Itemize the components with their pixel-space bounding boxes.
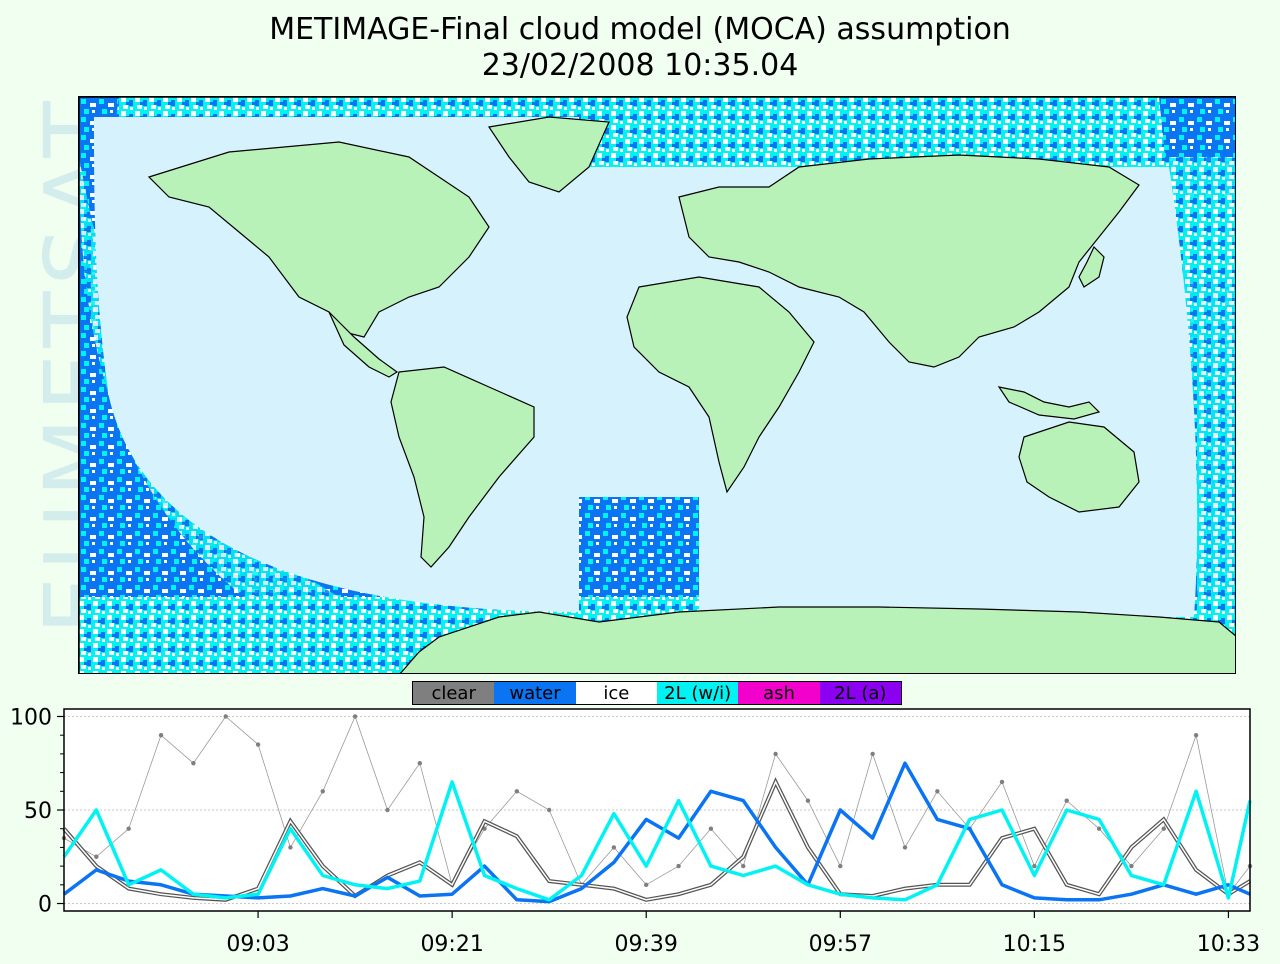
legend-water-label: water <box>509 682 561 704</box>
legend-2l-a-label: 2L (a) <box>834 682 887 704</box>
map-canvas <box>79 97 1235 673</box>
series-ice-point <box>676 863 681 869</box>
legend-ice-label: ice <box>603 682 630 704</box>
plot-frame <box>63 708 1251 912</box>
x-tick-label: 09:57 <box>809 932 872 957</box>
series-clear-line-core <box>63 780 1251 901</box>
y-tick-label: 0 <box>38 893 52 918</box>
legend-2l-wi: 2L (w/i) <box>656 682 739 704</box>
legend-2l-wi-label: 2L (w/i) <box>664 682 732 704</box>
series-ice-point <box>546 807 552 813</box>
series-ice-point <box>644 882 649 888</box>
x-tick-label: 09:03 <box>226 932 289 957</box>
series-ice-point <box>838 863 843 869</box>
legend-ash-label: ash <box>763 682 795 704</box>
y-tick-label: 50 <box>24 799 52 824</box>
series-ice-point <box>320 789 325 794</box>
land-indonesia <box>997 386 1101 420</box>
series-ice-point <box>870 751 875 757</box>
time-series-panel: 0 50 100 09:03 09:21 09:39 09:57 10:15 10:33 <box>0 700 1280 960</box>
series-2l-wi-line <box>62 780 1252 902</box>
series-ice-point <box>999 779 1005 785</box>
series-ice-point <box>805 798 811 803</box>
series-ice-point <box>1032 863 1037 869</box>
category-legend: clear water ice 2L (w/i) ash 2L (a) <box>412 681 902 705</box>
series-ice-point <box>223 714 228 719</box>
series-ice-point <box>288 845 293 850</box>
land-south-america <box>390 366 535 568</box>
series-ice-point <box>1096 826 1102 831</box>
series-ice-point <box>1193 732 1199 738</box>
land-japan <box>1078 245 1105 288</box>
series-ice-point <box>1064 798 1069 803</box>
land-antarctica <box>399 606 1235 673</box>
series-ice-line <box>63 715 1251 896</box>
legend-clear: clear <box>413 682 495 704</box>
series-ice-point <box>191 761 196 766</box>
series-water-line <box>62 761 1251 904</box>
legend-ash: ash <box>738 682 820 704</box>
series-ice-point <box>514 789 520 794</box>
series-ice-point <box>773 751 778 757</box>
series-ice-point <box>126 826 131 831</box>
series-ice-point <box>417 761 422 766</box>
legend-clear-label: clear <box>431 682 476 704</box>
series-ice-point <box>352 714 358 719</box>
series-ice-point <box>935 789 940 794</box>
title-line-1: METIMAGE-Final cloud model (MOCA) assump… <box>269 12 1011 47</box>
legend-ice: ice <box>575 682 657 704</box>
legend-water: water <box>494 682 576 704</box>
land-masses <box>147 116 1235 673</box>
x-tick-label: 10:33 <box>1197 932 1260 957</box>
land-eurasia <box>678 154 1140 368</box>
y-tick-label: 100 <box>10 705 52 730</box>
land-central-america <box>328 311 399 378</box>
series-ice-point <box>255 742 261 747</box>
x-tick-label: 09:39 <box>615 932 678 957</box>
series-ice-point <box>1129 863 1134 869</box>
x-tick-label: 09:21 <box>420 932 483 957</box>
series-ice-point <box>94 854 99 859</box>
series-ice-point <box>385 807 390 813</box>
cloud-phase-map <box>78 96 1236 674</box>
chart-title: METIMAGE-Final cloud model (MOCA) assump… <box>0 12 1280 84</box>
land-australia <box>1018 421 1140 513</box>
legend-2l-a: 2L (a) <box>819 682 901 704</box>
land-greenland <box>487 116 610 193</box>
series-ice-point <box>1161 826 1166 831</box>
series-ice-point <box>708 826 714 831</box>
series-ice-point <box>158 732 164 738</box>
series-ice-point <box>611 845 617 850</box>
title-line-2: 23/02/2008 10:35.04 <box>481 48 799 83</box>
time-series-chart: 0 50 100 09:03 09:21 09:39 09:57 10:15 10:33 <box>10 705 1260 957</box>
series-ice-point <box>902 845 908 850</box>
land-africa <box>626 276 815 494</box>
land-north-america <box>147 141 490 338</box>
x-tick-label: 10:15 <box>1003 932 1066 957</box>
series-ice-point <box>741 863 746 869</box>
